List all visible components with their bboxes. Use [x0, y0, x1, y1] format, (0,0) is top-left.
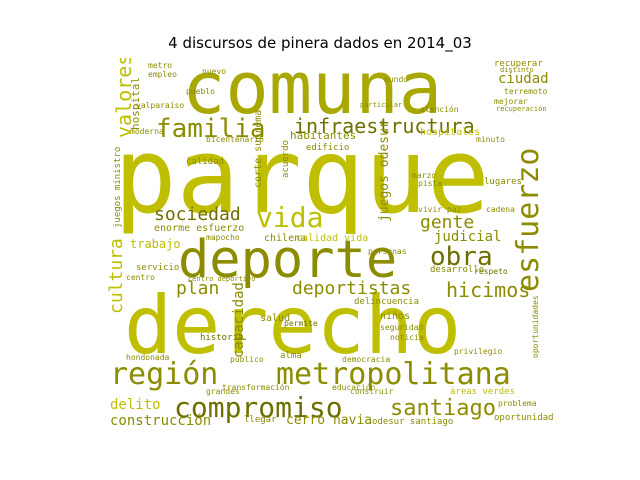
word-desarrollo: desarrollo — [430, 265, 485, 275]
word-atencion: atención — [420, 105, 459, 114]
word-santiago: santiago — [390, 396, 496, 421]
word-noticia: noticia — [390, 333, 424, 342]
word-parque: parque — [114, 115, 490, 237]
word-familia: familia — [156, 114, 266, 144]
word-democracia: democracia — [342, 355, 391, 364]
word-vivir-paz: vivir paz — [418, 205, 462, 214]
word-transformacion: transformación — [222, 383, 290, 392]
word-servicio: servicio — [136, 263, 180, 273]
word-hospital: hospital — [129, 77, 142, 130]
word-metropolitana: metropolitana — [276, 357, 511, 392]
word-alma: alma — [280, 351, 302, 361]
word-ciudad: ciudad — [498, 71, 549, 87]
word-construir: construir — [350, 387, 394, 396]
word-sociedad: sociedad — [154, 204, 241, 225]
word-seguridad: seguridad — [380, 323, 424, 332]
word-compromiso: compromiso — [174, 391, 343, 424]
word-personas: personas — [368, 247, 407, 256]
word-infraestructura: infraestructura — [294, 114, 475, 138]
word-comuna: comuna — [182, 58, 443, 130]
word-educacion: educación — [332, 383, 376, 392]
word-vida: vida — [256, 201, 324, 234]
word-respeto: respeto — [474, 267, 508, 276]
word-hondonada: hondonada — [126, 353, 170, 362]
word-empleo: empleo — [148, 70, 177, 79]
word-pueblo: pueblo — [186, 87, 215, 96]
word-mejorar: mejorar — [494, 97, 528, 106]
word-odesur-santiago: odesur santiago — [372, 417, 454, 427]
word-delincuencia: delincuencia — [354, 297, 420, 307]
word-recuperar: recuperar — [494, 59, 543, 69]
word-trabajo: trabajo — [130, 237, 181, 251]
word-calidad: calidad — [186, 157, 224, 167]
word-hicimos: hicimos — [446, 278, 531, 302]
word-moderna: moderna — [130, 127, 164, 136]
word-historia: historia — [200, 333, 244, 343]
word-hospitales: hospitales — [420, 127, 481, 138]
word-gente: gente — [420, 212, 475, 233]
word-cadena: cadena — [486, 205, 515, 214]
word-pista: pista — [418, 179, 443, 188]
word-metro: metro — [148, 61, 173, 70]
word-minuto: minuto — [476, 135, 505, 144]
word-cloud: comuna parque deporte derecho región met… — [96, 58, 554, 430]
word-juegos-odesur: juegos odesur — [377, 120, 392, 222]
word-terremoto: terremoto — [504, 87, 548, 96]
word-mapocho: mapocho — [206, 233, 240, 242]
word-llegar: llegar — [244, 415, 277, 425]
word-delito: delito — [110, 397, 161, 413]
word-mundo: mundo — [384, 75, 409, 84]
word-problema: problema — [498, 399, 537, 408]
word-centro: centro — [126, 273, 155, 282]
word-particular: particular — [360, 101, 403, 109]
chart-title: 4 discursos de pinera dados en 2014_03 — [168, 34, 472, 52]
word-habitantes: habitantes — [290, 129, 357, 142]
word-deportistas: deportistas — [292, 278, 412, 299]
word-marzo: marzo — [412, 171, 437, 180]
word-recuperacion: recuperación — [496, 105, 547, 113]
word-acuerdo: acuerdo — [281, 140, 291, 178]
word-cultura: cultura — [106, 238, 127, 314]
word-bicentenario: bicentenario — [206, 135, 264, 144]
word-judicial: judicial — [434, 229, 502, 245]
word-capacidad: capacidad — [231, 282, 247, 358]
word-esfuerzo: esfuerzo — [511, 147, 546, 293]
word-corte-suprema: corte suprema — [253, 109, 264, 188]
word-oportunidad: oportunidad — [494, 413, 554, 423]
word-construccion: construcción — [110, 413, 212, 429]
word-privilegio: privilegio — [454, 347, 503, 356]
word-edificio: edificio — [306, 143, 350, 153]
word-areas-verdes: áreas verdes — [450, 387, 516, 397]
word-lugares: lugares — [484, 177, 522, 187]
word-oportunidades: oportunidades — [531, 295, 540, 358]
word-centro-deportivo: centro deportivo — [188, 275, 256, 283]
word-valparaiso: valparaíso — [136, 101, 185, 110]
word-deporte: deporte — [178, 230, 398, 290]
word-grandes: grandes — [206, 387, 240, 396]
word-cerro-navia: cerro navia — [286, 413, 373, 428]
word-plan: plan — [176, 278, 220, 299]
word-obra: obra — [430, 242, 493, 272]
word-distinto: distinto — [500, 66, 534, 74]
word-calidad-vida: calidad vida — [296, 233, 369, 244]
word-nuevo: nuevo — [202, 67, 227, 76]
word-salud: salud — [260, 313, 291, 324]
word-derecho: derecho — [124, 279, 462, 372]
word-enorme-esfuerzo: enorme esfuerzo — [154, 223, 245, 234]
word-publico: público — [230, 355, 264, 364]
word-region: región — [110, 357, 219, 392]
word-permite: permite — [284, 319, 318, 328]
word-juegos-ministro: juegos ministro — [113, 146, 123, 228]
word-chilena: chilena — [264, 233, 307, 244]
word-ninos: niños — [380, 311, 411, 322]
